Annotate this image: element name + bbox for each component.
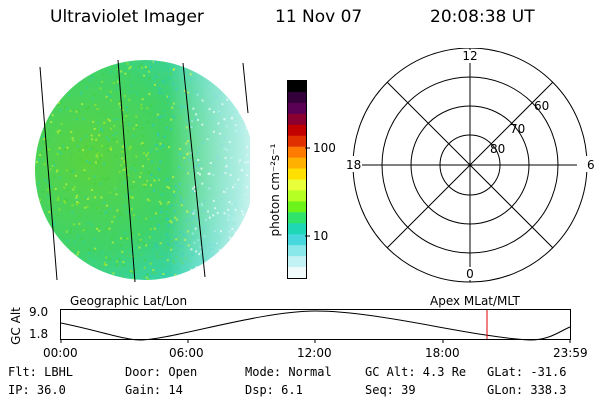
colorbar-gradient [288, 81, 306, 278]
polar-ring-70: 70 [510, 122, 525, 136]
polar-label-0: 0 [466, 267, 474, 281]
status-dsp: Dsp: 6.1 [245, 383, 303, 397]
status-ip: IP: 36.0 [8, 383, 66, 397]
timeline-xtick-0600: 06:00 [169, 346, 204, 360]
polar-plot: 12 0 18 6 60 70 80 [340, 48, 599, 283]
date-label: 11 Nov 07 [275, 7, 363, 27]
colorbar [287, 80, 307, 279]
timeline-ylabel: GC Alt [9, 307, 23, 345]
timeline-xtick-2359: 23:59 [553, 346, 588, 360]
status-glon: GLon: 338.3 [487, 383, 567, 397]
graticule-lines [39, 59, 249, 283]
timeline-xtick-1800: 18:00 [425, 346, 460, 360]
status-gcalt: GC Alt: 4.3 Re [365, 365, 467, 379]
status-mode: Mode: Normal [245, 365, 332, 379]
colorbar-tick-100: 100 [313, 141, 336, 155]
polar-label-6: 6 [587, 158, 595, 172]
uv-image [35, 59, 250, 283]
polar-label-18: 18 [346, 158, 361, 172]
colorbar-tick-10: 10 [313, 229, 329, 243]
status-glat: GLat: -31.6 [487, 365, 567, 379]
time-label: 20:08:38 UT [430, 7, 535, 27]
timeline-ytick-1.8: 1.8 [29, 327, 49, 341]
polar-ring-60: 60 [534, 99, 549, 113]
status-seq: Seq: 39 [365, 383, 416, 397]
timeline-left-title: Geographic Lat/Lon [70, 294, 188, 308]
page-title: Ultraviolet Imager [50, 7, 204, 27]
timeline-xtick-1200: 12:00 [297, 346, 332, 360]
status-flt: Flt: LBHL [8, 365, 74, 379]
altitude-curve [60, 310, 571, 341]
colorbar-unit-label: photon cm⁻²s⁻¹ [268, 143, 282, 237]
status-door: Door: Open [125, 365, 198, 379]
status-gain: Gain: 14 [125, 383, 183, 397]
altitude-timeline [60, 309, 571, 343]
polar-ring-80: 80 [490, 142, 505, 156]
timeline-right-title: Apex MLat/MLT [430, 294, 520, 308]
timeline-ytick-9: 9.0 [29, 305, 49, 319]
polar-label-12: 12 [462, 49, 477, 63]
timeline-xtick-0000: 00:00 [43, 346, 78, 360]
